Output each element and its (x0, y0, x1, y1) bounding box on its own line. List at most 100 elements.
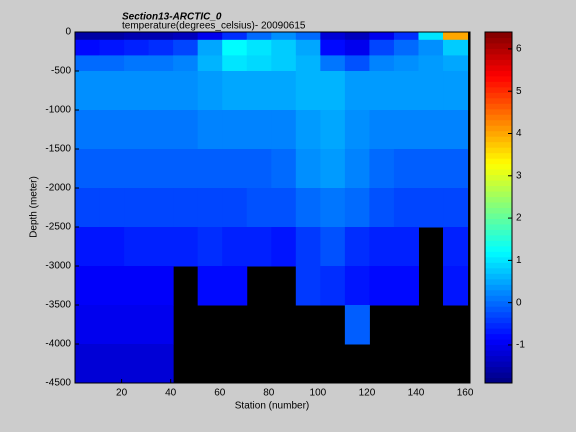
cell (124, 305, 150, 345)
x-tick-label: 160 (457, 388, 474, 399)
colorbar-swatch (485, 64, 512, 71)
cell (271, 55, 297, 72)
cell (418, 39, 444, 56)
colorbar-tick-label: 6 (516, 44, 522, 55)
colorbar-swatch (485, 32, 512, 38)
cell (75, 110, 101, 150)
cell (99, 266, 125, 306)
cell (443, 55, 469, 72)
colorbar-swatch (485, 322, 512, 329)
colorbar-swatch (485, 207, 512, 214)
cell (148, 149, 174, 189)
colorbar-swatch (485, 355, 512, 362)
colorbar-swatch (485, 59, 512, 66)
colorbar-swatch (485, 212, 512, 219)
y-tick-label: -1500 (45, 144, 71, 155)
colorbar-swatch (485, 196, 512, 203)
cell (443, 32, 469, 41)
colorbar-swatch (485, 339, 512, 346)
colorbar-swatch (485, 317, 512, 324)
cell (173, 71, 199, 111)
cell (443, 39, 469, 56)
cell (246, 227, 272, 267)
y-axis-label: Depth (meter) (29, 176, 40, 238)
cell (271, 39, 297, 56)
y-tick-label: -2500 (45, 222, 71, 233)
colorbar-swatch (485, 48, 512, 55)
cell (443, 149, 469, 189)
cell (148, 71, 174, 111)
cell (148, 344, 174, 384)
colorbar-swatch (485, 289, 512, 296)
cell (75, 55, 101, 72)
colorbar-swatch (485, 218, 512, 225)
cell (124, 227, 150, 267)
cell (173, 55, 199, 72)
colorbar-swatch (485, 256, 512, 263)
cell (271, 71, 297, 111)
cell (320, 71, 346, 111)
cell (295, 227, 321, 267)
y-tick-label: -1000 (45, 105, 71, 116)
cell (295, 110, 321, 150)
cell (369, 39, 395, 56)
y-tick-label: 0 (65, 27, 71, 38)
cell (148, 227, 174, 267)
cell (393, 149, 419, 189)
cell (246, 110, 272, 150)
cell (418, 55, 444, 72)
cell (295, 32, 321, 41)
cell (443, 71, 469, 111)
cell (344, 227, 370, 267)
cell (99, 344, 125, 384)
cell (222, 188, 248, 228)
y-tick-label: -500 (51, 66, 71, 77)
cell (369, 149, 395, 189)
cell (99, 32, 125, 41)
cell (124, 32, 150, 41)
cell (173, 149, 199, 189)
x-tick-label: 80 (263, 388, 275, 399)
cell (124, 149, 150, 189)
cell (124, 188, 150, 228)
cell (393, 188, 419, 228)
cell (222, 32, 248, 41)
colorbar-swatch (485, 262, 512, 269)
colorbar-swatch (485, 333, 512, 340)
colorbar-swatch (485, 130, 512, 137)
colorbar-swatch (485, 306, 512, 313)
cell (197, 266, 223, 306)
cell (443, 227, 469, 267)
colorbar-swatch (485, 372, 512, 379)
cell (320, 32, 346, 41)
cell (246, 149, 272, 189)
cell (148, 188, 174, 228)
cell (75, 32, 101, 41)
cell (173, 32, 199, 41)
cell (173, 227, 199, 267)
colorbar-swatch (485, 361, 512, 368)
colorbar-swatch (485, 163, 512, 170)
cell (197, 227, 223, 267)
cell (344, 188, 370, 228)
colorbar-swatch (485, 366, 512, 373)
cell (369, 227, 395, 267)
colorbar-swatch (485, 229, 512, 236)
cell (75, 227, 101, 267)
cell (99, 227, 125, 267)
cell (344, 305, 370, 345)
cell (344, 71, 370, 111)
colorbar-tick-label: -1 (516, 340, 525, 351)
cell (320, 110, 346, 150)
cell (344, 32, 370, 41)
cell (271, 110, 297, 150)
cell (271, 227, 297, 267)
colorbar-swatch (485, 97, 512, 104)
cell (124, 266, 150, 306)
colorbar-swatch (485, 344, 512, 351)
cell (369, 266, 395, 306)
colorbar-swatch (485, 185, 512, 192)
colorbar-tick-label: 2 (516, 213, 522, 224)
